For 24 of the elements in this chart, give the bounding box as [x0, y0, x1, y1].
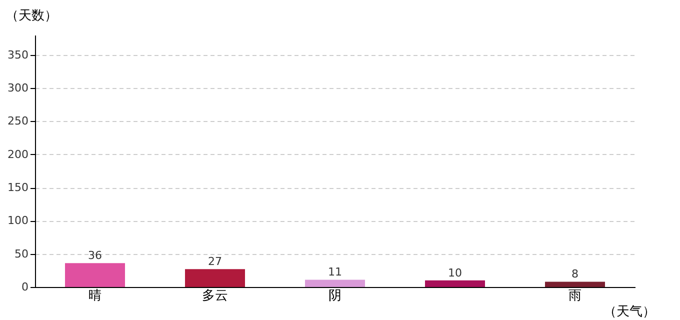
y-tick-label: 200	[8, 148, 28, 161]
bar	[425, 280, 485, 287]
x-tick-label: 晴	[88, 288, 102, 304]
y-tick-label: 250	[8, 114, 28, 128]
data-label: 8	[572, 268, 578, 281]
y-tick-label: 0	[22, 280, 28, 294]
data-label: 27	[208, 255, 222, 268]
y-tick-label: 50	[14, 247, 28, 260]
bar	[185, 269, 245, 287]
x-tick-label: 阴	[328, 288, 342, 304]
y-axis-title: （天数）	[6, 8, 58, 24]
x-axis-title: （天气）	[604, 304, 656, 320]
y-tick-label: 350	[8, 48, 28, 62]
y-tick-label: 300	[8, 82, 28, 95]
data-label: 10	[448, 266, 462, 280]
data-label: 36	[88, 249, 102, 262]
bar	[545, 282, 605, 287]
x-tick-label: 多云	[202, 288, 228, 304]
y-tick-label: 100	[8, 214, 28, 228]
bar	[65, 263, 125, 287]
data-label: 11	[328, 266, 342, 279]
bar	[305, 280, 365, 287]
x-tick-label: 雨	[568, 288, 582, 304]
y-tick-label: 150	[8, 181, 28, 194]
